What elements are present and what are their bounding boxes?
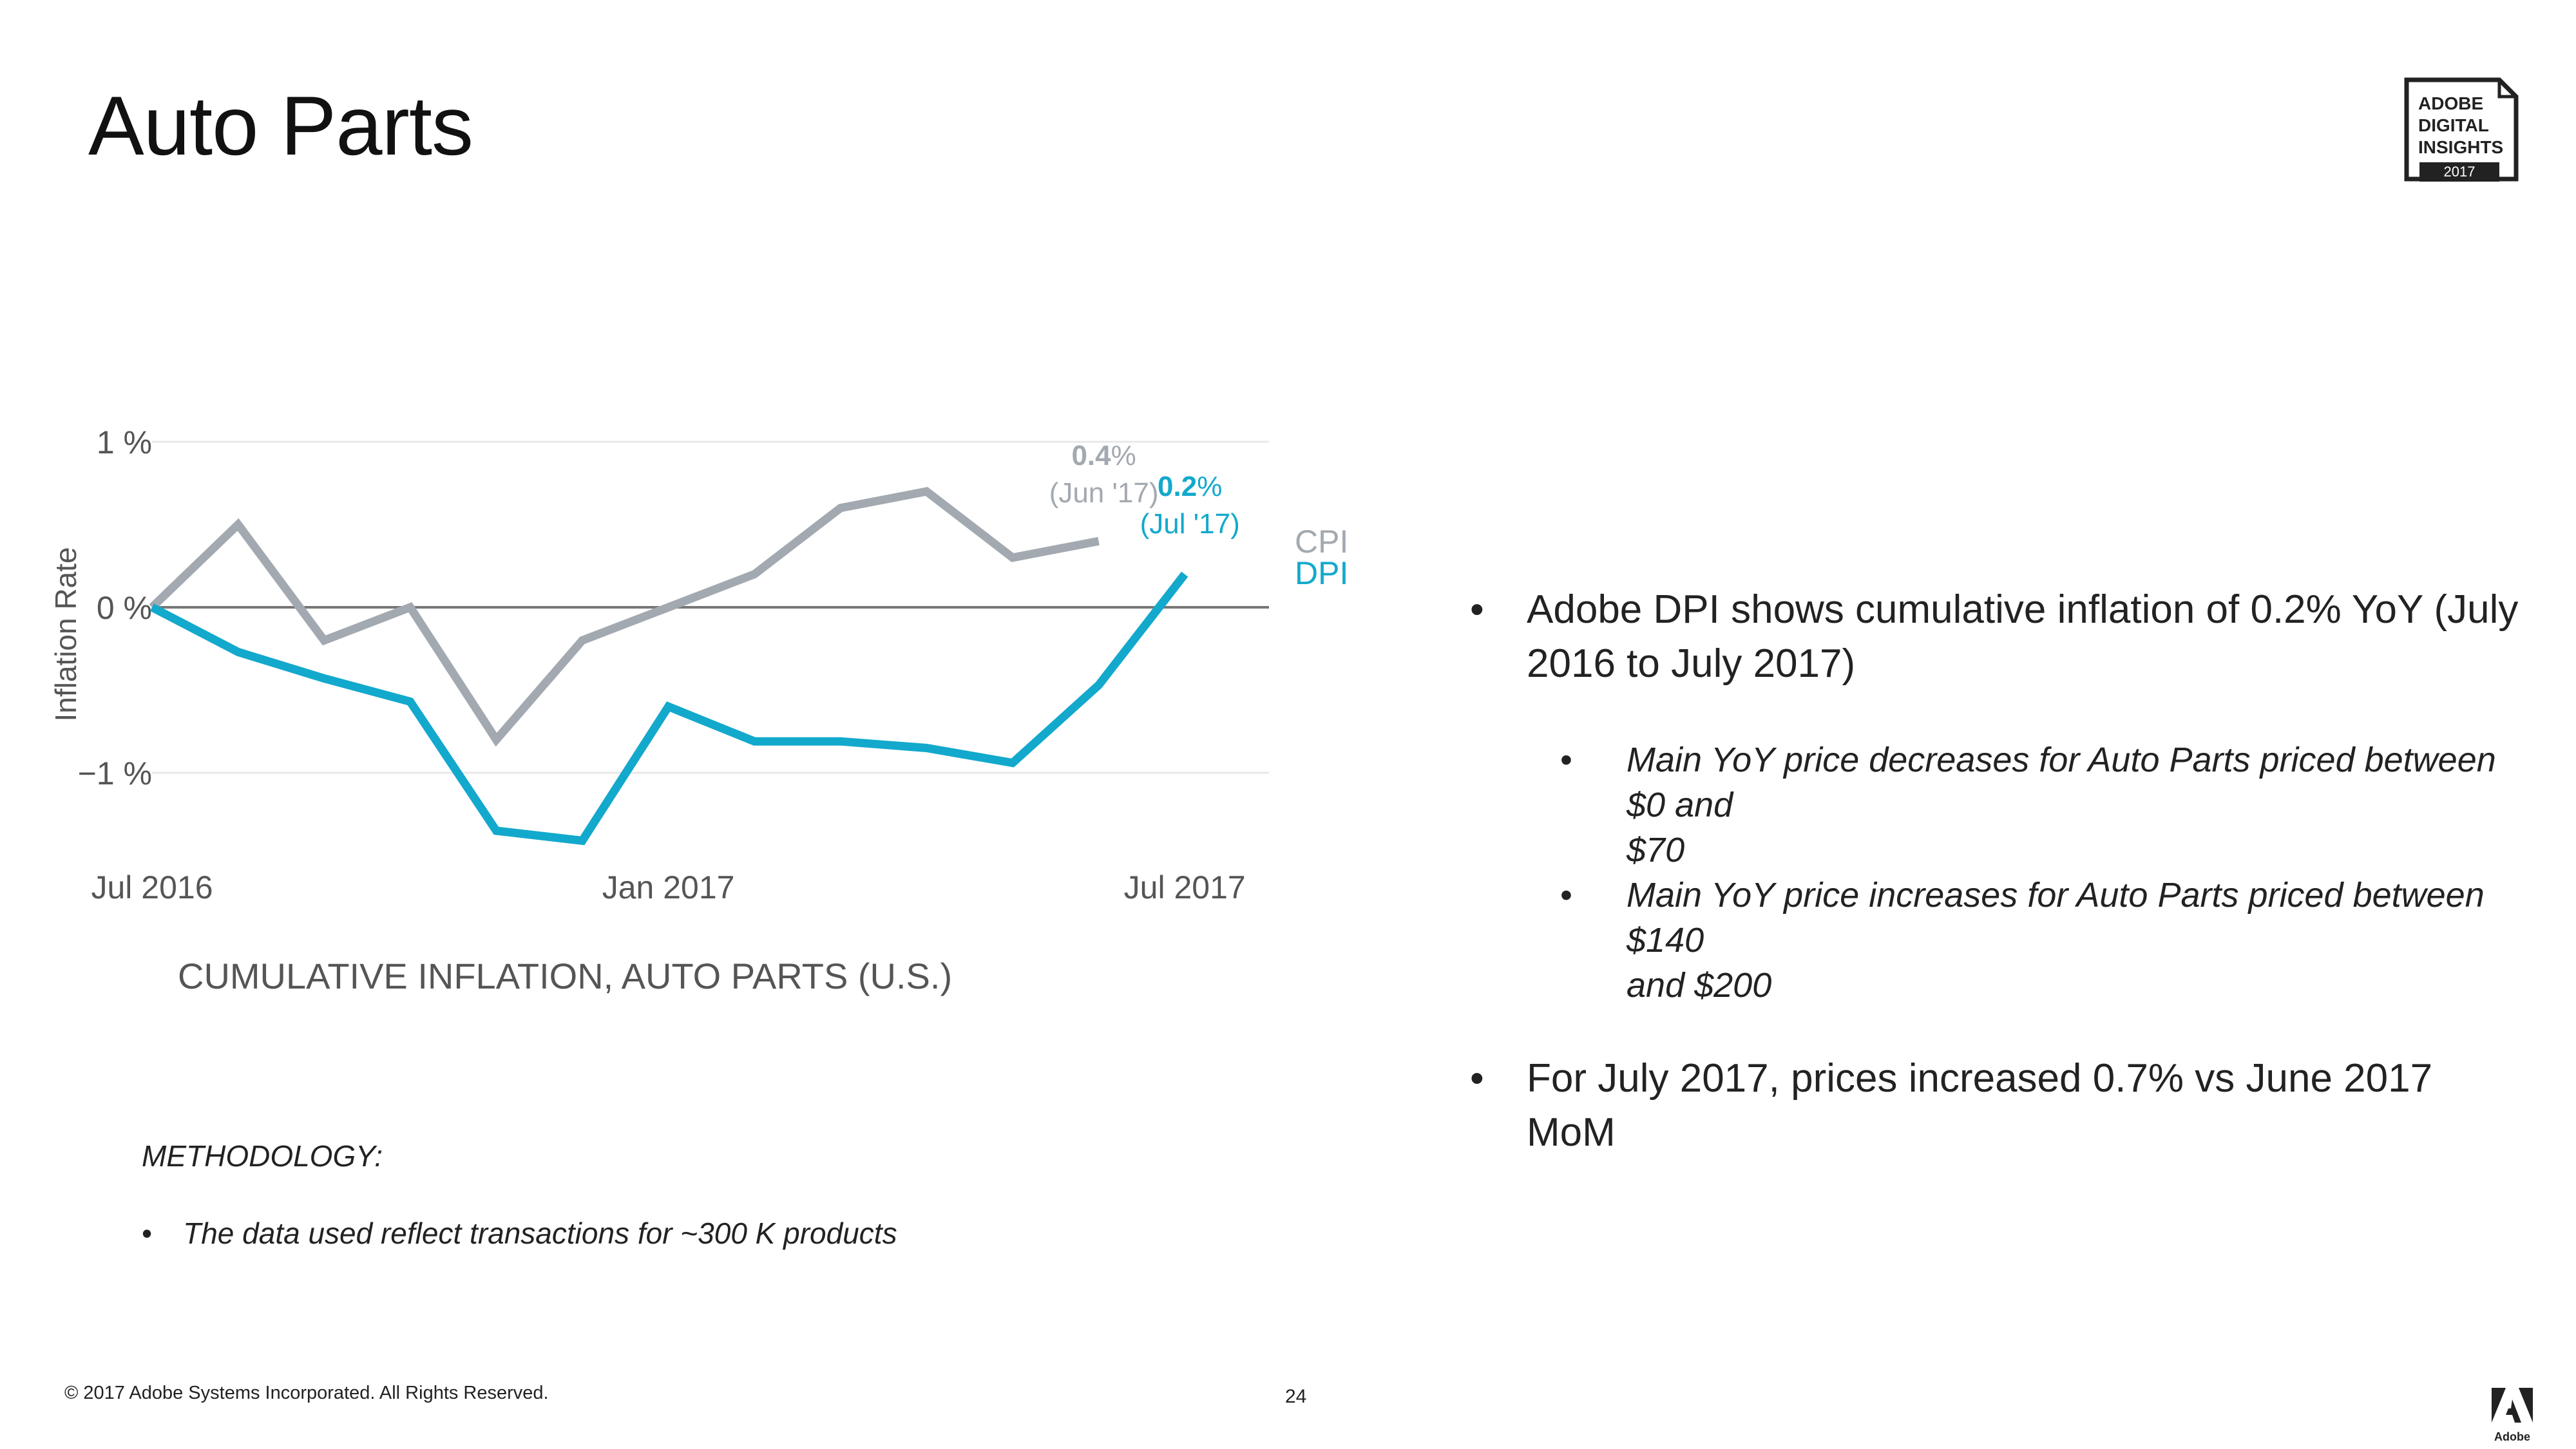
bullet-item: • Adobe DPI shows cumulative inflation o… [1462,583,2525,691]
key-findings: • Adobe DPI shows cumulative inflation o… [1462,583,2525,1160]
x-tick-label: Jul 2016 [91,869,213,905]
series-line-cpi [149,487,1100,747]
y-tick-label: 1 % [97,424,152,460]
legend-entry-dpi: DPI [1295,555,1348,591]
adobe-digital-insights-logo: ADOBE DIGITAL INSIGHTS 2017 [2403,76,2520,192]
sub-bullet-line: Main YoY price decreases for Auto Parts … [1627,741,2496,824]
slide-title: Auto Parts [88,79,473,173]
y-tick-label: −1 % [78,755,152,791]
legend-entry-cpi: CPI [1295,524,1348,560]
chart-title: CUMULATIVE INFLATION, AUTO PARTS (U.S.) [178,956,952,996]
series-line-dpi [150,571,1188,846]
cpi-end-date-label: (Jun '17) [1049,477,1159,509]
sub-bullet-line: and $200 [1627,966,1772,1005]
y-axis-label: Inflation Rate [49,547,82,721]
sub-bullet-line: Main YoY price increases for Auto Parts … [1627,876,2485,960]
bullet-line: Adobe DPI shows cumulative inflation of … [1527,587,2519,632]
logo-line-3: INSIGHTS [2418,137,2503,157]
copyright-footer: © 2017 Adobe Systems Incorporated. All R… [64,1383,549,1403]
sub-bullet-item: • Main YoY price increases for Auto Part… [1462,873,2525,1008]
cpi-end-value-label: 0.4% [1071,440,1136,471]
bullet-line: For July 2017, prices increased 0.7% vs … [1527,1056,2433,1155]
x-tick-label: Jan 2017 [602,869,735,905]
dpi-end-date-label: (Jul '17) [1140,508,1240,540]
bullet-dot: • [1470,1056,1484,1101]
bullet-line: 2016 to July 2017) [1527,641,1856,686]
methodology-heading: METHODOLOGY: [142,1139,383,1173]
logo-line-1: ADOBE [2418,93,2483,113]
x-tick-label: Jul 2017 [1124,869,1246,905]
bullet-dot: • [142,1217,153,1250]
bullet-dot: • [1560,741,1572,779]
sub-bullet-line: $70 [1627,831,1685,869]
bullet-dot: • [1470,587,1484,632]
methodology-item-text: The data used reflect transactions for ~… [183,1217,897,1250]
bullet-dot: • [1560,876,1572,914]
dpi-end-value-label: 0.2% [1158,471,1222,502]
svg-text:Adobe: Adobe [2494,1430,2530,1443]
page-number: 24 [1285,1386,1307,1407]
methodology-item: • The data used reflect transactions for … [142,1216,897,1251]
logo-year: 2017 [2444,164,2476,180]
logo-line-2: DIGITAL [2418,115,2489,135]
bullet-item: • For July 2017, prices increased 0.7% v… [1462,1052,2525,1160]
adobe-logo-icon: Adobe [2492,1388,2533,1446]
sub-bullet-item: • Main YoY price decreases for Auto Part… [1462,737,2525,873]
y-tick-label: 0 % [97,590,152,626]
